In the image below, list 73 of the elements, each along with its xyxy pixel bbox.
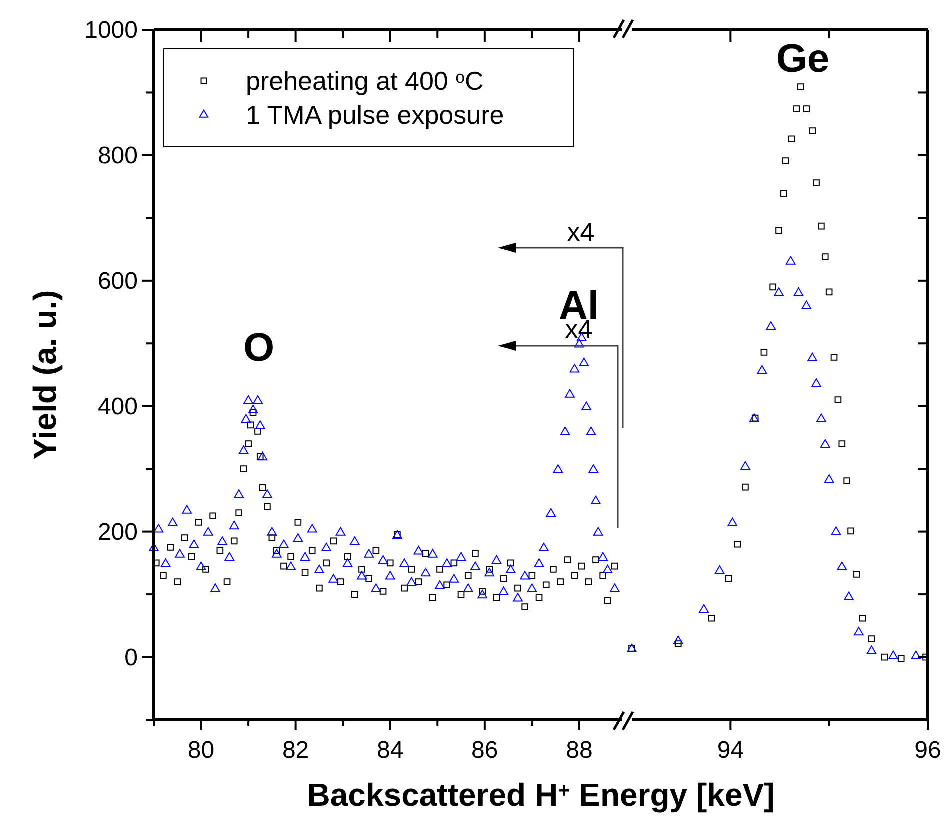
point [826,288,833,296]
y-tick-label: 200 [98,518,138,546]
point [822,254,829,260]
point [714,565,725,574]
point [866,646,877,654]
point [740,461,750,470]
x-tick-label: 86 [472,737,498,764]
point [888,650,898,660]
y-tick-label: 400 [98,393,138,420]
x-tick-label: 84 [377,737,404,764]
point [699,604,709,614]
point [830,354,838,361]
point [820,439,830,448]
y-tick-label: 800 [98,142,138,170]
point [848,528,854,535]
point [844,592,854,600]
point [854,626,864,636]
point [854,571,860,578]
point [809,128,816,134]
point [831,526,842,536]
point [782,158,790,165]
point [793,106,800,112]
x-tick-label: 88 [566,737,593,764]
point [881,654,888,661]
point [788,136,796,143]
legend-label: 1 TMA pulse exposure [246,100,504,130]
point [837,562,848,570]
x-tick-label: 80 [188,737,215,764]
point [802,300,812,310]
point [674,640,682,648]
legend-label: preheating at 400 $^{o}$C [246,66,484,96]
point [818,222,825,230]
point [673,636,684,644]
point [838,440,846,448]
point [734,540,741,548]
point [728,518,738,526]
point [794,288,804,296]
x-axis-title: Backscattered H$^{+}$ Energy [keV] [307,777,775,813]
point [911,650,922,660]
y-tick-label: 1000 [84,17,138,44]
point [859,614,866,622]
annotation: O [243,326,275,370]
point [780,190,788,198]
point [812,378,822,388]
point [816,414,826,422]
point [760,349,768,356]
annotation: x4 [567,217,595,247]
point [742,484,749,491]
point [844,478,851,484]
point [725,575,732,582]
point [898,655,905,662]
point [766,321,776,330]
point [808,352,818,362]
y-axis-title: Yield (a. u.) [27,290,63,460]
point [757,365,768,374]
point [834,396,842,404]
point [776,227,782,234]
point [803,106,810,112]
point [774,288,784,296]
x-tick-label: 96 [914,737,942,764]
point [813,180,820,186]
point [824,474,834,484]
point [797,84,804,90]
point [786,256,796,265]
point [708,614,716,622]
x-tick-label: 82 [282,737,310,764]
annotation: Ge [776,37,830,81]
point [868,636,876,642]
point [770,284,777,291]
point [749,414,760,422]
y-tick-label: 0 [124,644,138,672]
x-tick-label: 94 [717,737,744,764]
y-tick-label: 600 [98,268,138,295]
